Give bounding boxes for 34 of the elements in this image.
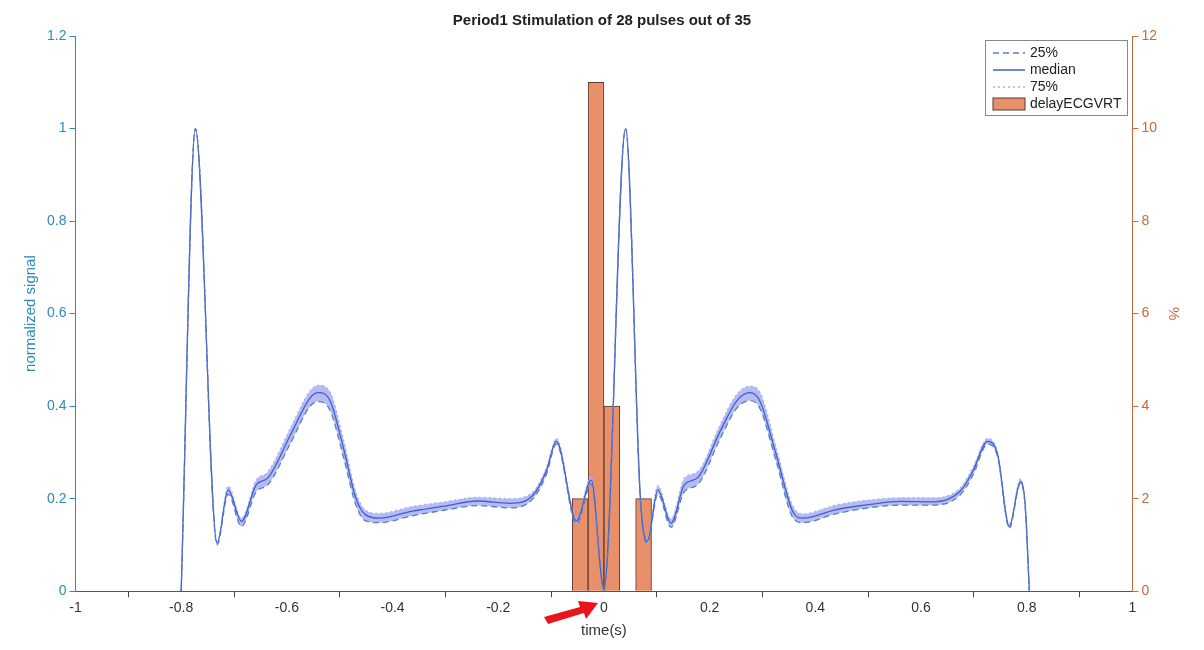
legend-label: 25%: [1029, 44, 1058, 61]
y2-tick-label: 6: [1141, 304, 1150, 321]
x-tick-label: 0.6: [911, 599, 931, 616]
y-tick-label: 0.4: [46, 396, 67, 413]
y2-tick-label: 2: [1141, 489, 1150, 506]
x-tick-label: 1: [1128, 599, 1137, 616]
y2-tick-label: 12: [1141, 26, 1158, 43]
x-tick-label: -1: [69, 599, 82, 616]
y-tick-label: 0.2: [46, 489, 67, 506]
y2-tick-label: 8: [1141, 211, 1150, 228]
x-tick-label: 0.2: [699, 599, 720, 616]
x-tick-label: 0: [600, 599, 609, 616]
legend-label: 75%: [1029, 78, 1058, 95]
y2-tick-label: 0: [1141, 582, 1150, 599]
x-tick-label: -0.4: [380, 599, 405, 616]
x-tick-label: 0.4: [805, 599, 826, 616]
y-tick-label: 1.2: [46, 26, 67, 43]
chart-title: Period1 Stimulation of 28 pulses out of 35: [452, 11, 752, 29]
x-axis-title: time(s): [581, 621, 627, 639]
x-tick-label: -0.6: [274, 599, 300, 616]
y2-tick-label: 4: [1141, 396, 1150, 413]
y2-axis-title: %: [1165, 306, 1183, 321]
y-tick-label: 1: [58, 119, 67, 136]
y-tick-label: 0: [58, 582, 67, 599]
y-axis-title: normalized signal: [21, 255, 39, 372]
y-tick-label: 0.6: [46, 304, 67, 321]
x-tick-label: -0.2: [486, 599, 511, 616]
legend-label: median: [1029, 61, 1076, 78]
legend-label: delayECGVRT: [1029, 95, 1122, 112]
y2-tick-label: 10: [1141, 119, 1158, 136]
x-tick-label: 0.8: [1017, 599, 1037, 616]
y-tick-label: 0.8: [46, 211, 67, 228]
x-tick-label: -0.8: [169, 599, 194, 616]
line-series: [180, 127, 1031, 592]
